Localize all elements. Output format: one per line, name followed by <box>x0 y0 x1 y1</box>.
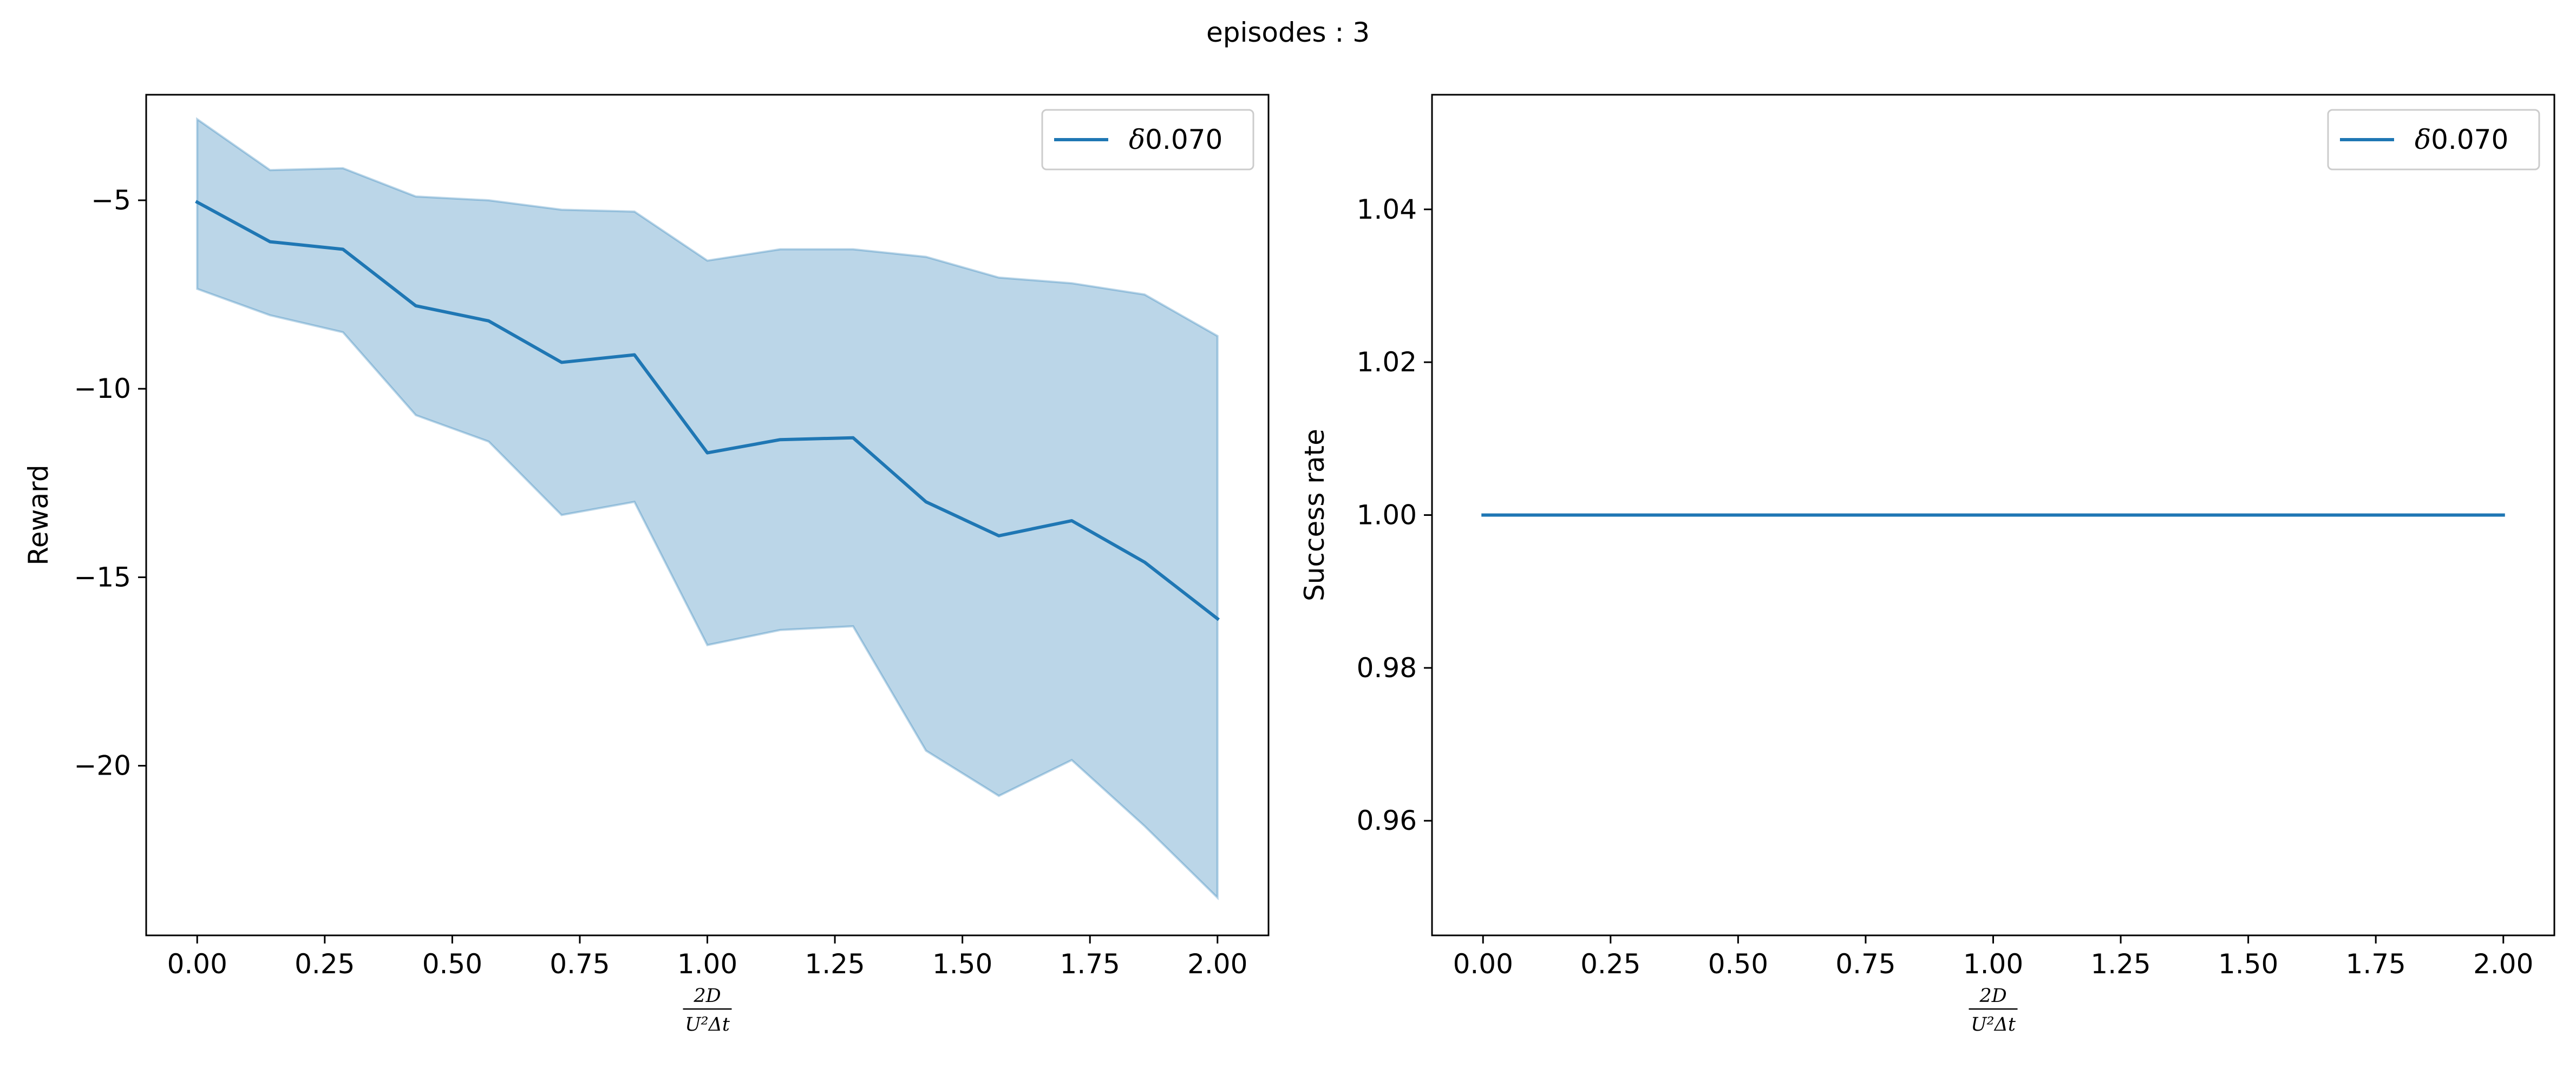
chart-2-y-tick-label: 1.04 <box>1357 194 1417 225</box>
chart-1-x-tick-label: 2.00 <box>1187 948 1247 980</box>
chart-1-legend-box <box>1041 109 1254 171</box>
chart-1-x-tick-label: 0.25 <box>295 948 355 980</box>
chart-1-x-tick-label: 0.00 <box>167 948 227 980</box>
figure-suptitle: episodes : 3 <box>1206 17 1370 48</box>
plots-container: 0.00 0.25 0.50 0.75 1.00 1.25 1.50 1.75 2.00 −5 −1… <box>23 94 2555 1036</box>
chart-1-y-tick-label: −10 <box>74 373 131 404</box>
chart-2-x-tick-label: 2.00 <box>2473 948 2533 980</box>
chart-1-ylabel: Reward <box>23 464 54 565</box>
chart-2-x-tick-label: 1.75 <box>2346 948 2406 980</box>
chart-2-ylabel: Success rate <box>1299 429 1330 601</box>
chart-2-y-tick-label: 0.98 <box>1357 652 1417 684</box>
chart-2-legend: δ0.070 <box>2327 109 2540 171</box>
chart-2-y-tick-label: 1.00 <box>1357 500 1417 531</box>
chart-1-series-line-0 <box>195 200 1220 621</box>
chart-1-x-tick-label: 1.00 <box>677 948 737 980</box>
chart-1-x-tick-label: 1.50 <box>932 948 992 980</box>
chart-1-x-tick-label: 1.75 <box>1060 948 1120 980</box>
chart-2: 0.00 0.25 0.50 0.75 1.00 1.25 1.50 1.75 2.00 0.96… <box>1299 94 2555 1036</box>
chart-1-y-tick-label: −5 <box>91 185 131 216</box>
chart-2-legend-label: δ0.070 <box>2415 124 2508 155</box>
chart-1-x-tick-label: 1.25 <box>805 948 865 980</box>
chart-2-x-tick-label: 0.50 <box>1708 948 1768 980</box>
chart-1-y-tick-label: −20 <box>74 750 131 782</box>
chart-1: 0.00 0.25 0.50 0.75 1.00 1.25 1.50 1.75 2.00 −5 −1… <box>23 94 1270 1036</box>
chart-1-legend-label: δ0.070 <box>1129 124 1222 155</box>
chart-2-legend-box <box>2327 109 2540 171</box>
chart-1-legend: δ0.070 <box>1041 109 1254 171</box>
chart-1-x-tick-label: 0.75 <box>550 948 610 980</box>
chart-2-x-tick-label: 0.75 <box>1835 948 1895 980</box>
chart-2-x-tick-label: 1.25 <box>2090 948 2150 980</box>
chart-2-x-tick-label: 0.00 <box>1453 948 1513 980</box>
chart-2-x-tick-label: 0.25 <box>1580 948 1640 980</box>
chart-1-y-tick-label: −15 <box>74 561 131 593</box>
chart-2-y-tick-label: 1.02 <box>1357 346 1417 378</box>
chart-1-xlabel-numerator: 2D <box>693 985 721 1007</box>
chart-2-xlabel-numerator: 2D <box>1979 985 2006 1007</box>
chart-2-y-tick-label: 0.96 <box>1357 805 1417 836</box>
chart-2-x-tick-label: 1.00 <box>1963 948 2023 980</box>
chart-1-x-tick-label: 0.50 <box>422 948 482 980</box>
chart-2-x-tick-label: 1.50 <box>2218 948 2278 980</box>
chart-1-xlabel-denominator: U²Δt <box>685 1014 730 1036</box>
chart-2-xlabel-denominator: U²Δt <box>1971 1014 2016 1036</box>
